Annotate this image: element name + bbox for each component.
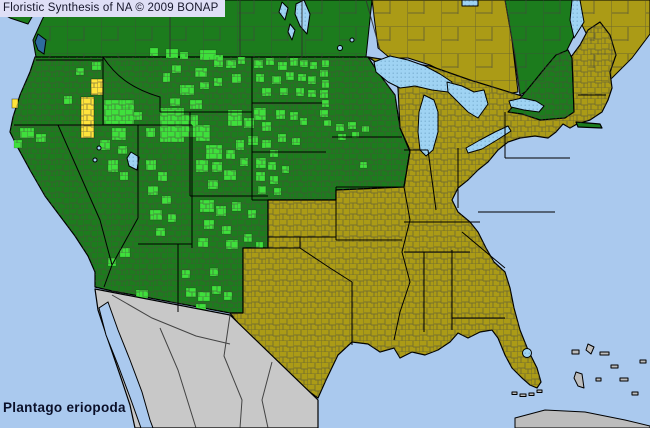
florida-keys — [511, 389, 543, 397]
region-cuba-gray — [514, 409, 650, 428]
lakes — [92, 0, 585, 358]
lake-okeechobee — [522, 348, 532, 358]
lake-ontario — [508, 97, 545, 113]
state-borders — [14, 56, 606, 345]
map-title-bar: Floristic Synthesis of NA © 2009 BONAP — [0, 0, 225, 17]
lake-erie — [465, 125, 512, 154]
lake-huron — [446, 81, 489, 119]
species-label: Plantago eriopoda — [3, 400, 126, 415]
james-bay — [461, 0, 479, 7]
pyramid-lake — [96, 145, 102, 151]
lake-manitoba — [287, 23, 296, 41]
lake-michigan — [417, 94, 439, 157]
bahamas-islands — [571, 343, 647, 396]
lake-winnipegosis — [278, 1, 289, 21]
province-borders — [169, 0, 521, 93]
map-title: Floristic Synthesis of NA © 2009 BONAP — [3, 2, 219, 14]
long-island — [575, 121, 603, 129]
gulf-of-california — [98, 301, 154, 428]
puget-sound — [34, 33, 47, 55]
lake-of-the-woods — [337, 45, 343, 51]
st-lawrence-river — [569, 0, 585, 39]
mexico-state-lines — [111, 294, 273, 428]
